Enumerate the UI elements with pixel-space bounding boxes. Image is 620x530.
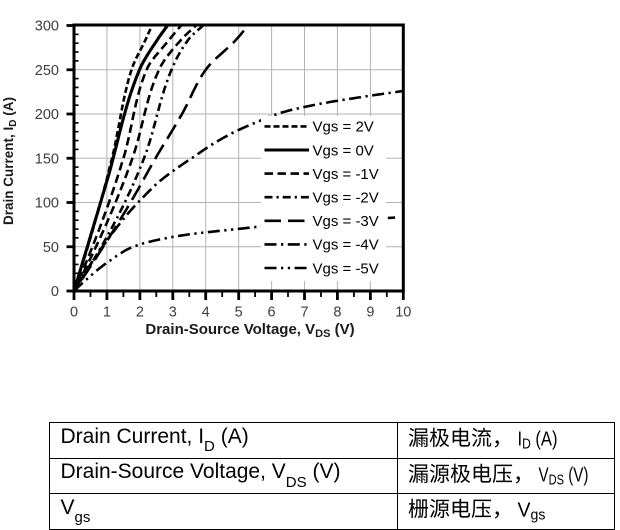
svg-text:150: 150 [35, 151, 59, 167]
svg-text:0: 0 [70, 305, 78, 321]
svg-text:Vgs = 0V: Vgs = 0V [313, 142, 374, 159]
svg-text:Vgs = -5V: Vgs = -5V [313, 260, 379, 277]
svg-text:5: 5 [235, 305, 243, 321]
svg-text:8: 8 [333, 305, 341, 321]
svg-text:50: 50 [43, 240, 59, 256]
svg-text:10: 10 [395, 305, 411, 321]
svg-text:Vgs = -1V: Vgs = -1V [313, 166, 379, 183]
svg-text:Drain-Source Voltage, VDS (V): Drain-Source Voltage, VDS (V) [145, 321, 354, 340]
svg-text:VDS (V): VDS (V) [539, 464, 589, 488]
svg-text:300: 300 [35, 19, 59, 35]
svg-text:2: 2 [136, 305, 144, 321]
svg-text:0: 0 [51, 284, 59, 300]
svg-text:Vgs = -4V: Vgs = -4V [313, 237, 379, 254]
svg-text:Vgs = -3V: Vgs = -3V [313, 213, 379, 230]
svg-text:1: 1 [103, 305, 111, 321]
svg-text:6: 6 [268, 305, 276, 321]
svg-text:250: 250 [35, 63, 59, 79]
svg-text:7: 7 [300, 305, 308, 321]
svg-text:Vgs: Vgs [518, 500, 546, 524]
svg-text:200: 200 [35, 107, 59, 123]
svg-text:Drain Current, ID (A): Drain Current, ID (A) [1, 97, 19, 225]
svg-text:ID (A): ID (A) [518, 429, 558, 453]
svg-text:9: 9 [366, 305, 374, 321]
svg-text:4: 4 [202, 305, 210, 321]
svg-text:100: 100 [35, 196, 59, 212]
svg-text:Vgs = -2V: Vgs = -2V [313, 190, 379, 207]
svg-text:3: 3 [169, 305, 177, 321]
svg-text:Vgs = 2V: Vgs = 2V [313, 119, 374, 136]
